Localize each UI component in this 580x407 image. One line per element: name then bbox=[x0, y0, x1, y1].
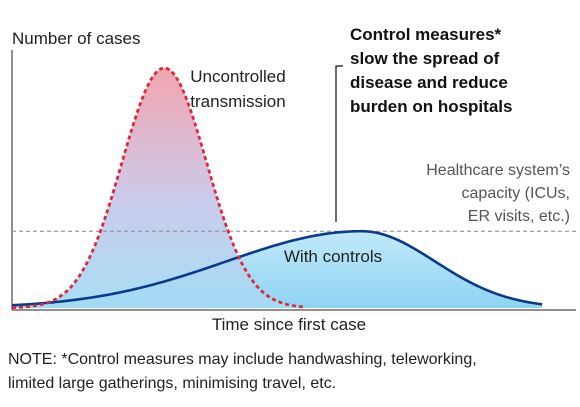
capacity-label-line-1: Healthcare system’s bbox=[426, 162, 570, 179]
annotation-line-3: disease and reduce bbox=[350, 73, 508, 92]
annotation-line-4: burden on hospitals bbox=[350, 97, 512, 116]
uncontrolled-label-line-1: Uncontrolled bbox=[190, 67, 285, 86]
y-axis-label: Number of cases bbox=[12, 29, 141, 48]
capacity-label-line-3: ER visits, etc.) bbox=[468, 208, 570, 225]
uncontrolled-label-line-2: transmission bbox=[190, 92, 285, 111]
capacity-label-line-2: capacity (ICUs, bbox=[462, 185, 570, 202]
annotation-bracket bbox=[335, 65, 343, 222]
x-axis-label: Time since first case bbox=[212, 315, 366, 334]
uncontrolled-curve bbox=[11, 66, 306, 310]
annotation-line-1: Control measures* bbox=[350, 25, 502, 44]
controlled-curve bbox=[11, 229, 543, 307]
controlled-label: With controls bbox=[284, 247, 382, 266]
annotation-line-2: slow the spread of bbox=[350, 49, 500, 68]
note-line-2: limited large gatherings, minimising tra… bbox=[8, 375, 336, 392]
uncontrolled-area bbox=[12, 68, 306, 308]
note-line-1: NOTE: *Control measures may include hand… bbox=[8, 351, 477, 368]
